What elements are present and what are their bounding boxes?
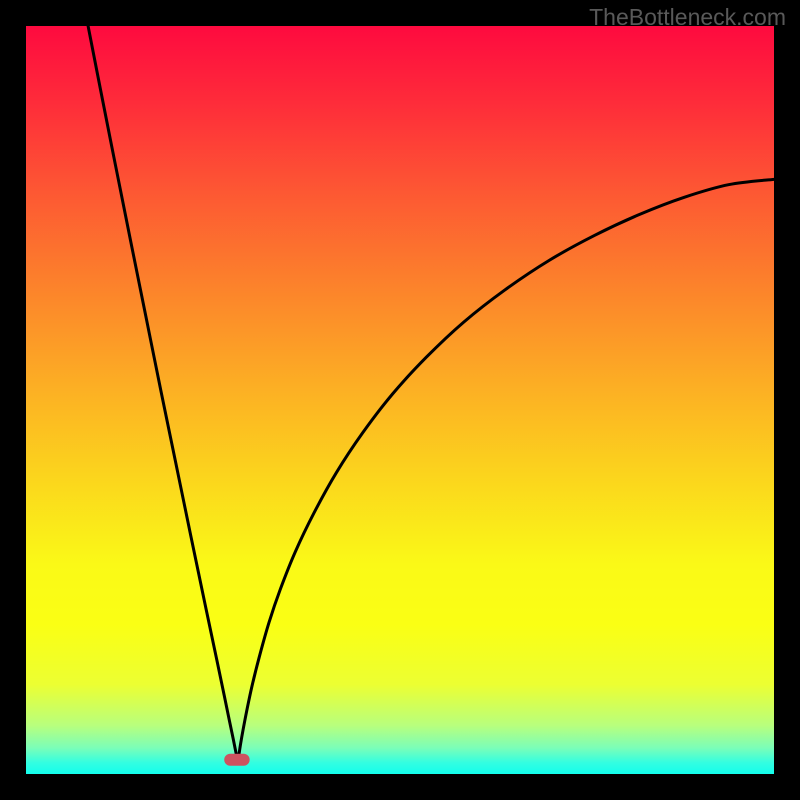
- chart-stage: TheBottleneck.com: [0, 0, 800, 800]
- watermark-text: TheBottleneck.com: [589, 4, 786, 31]
- optimal-marker: [224, 754, 249, 766]
- chart-svg: [0, 0, 800, 800]
- plot-area: [26, 26, 774, 774]
